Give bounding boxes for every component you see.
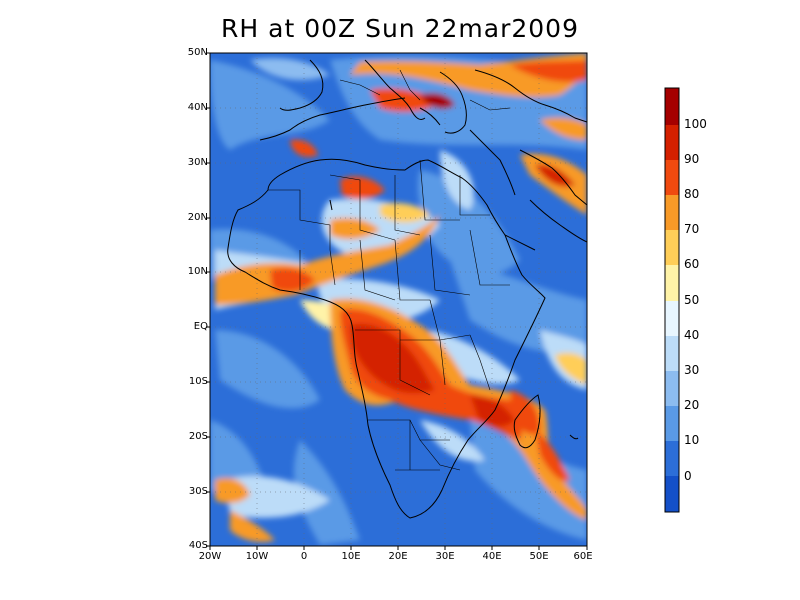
colorbar-label: 90 xyxy=(684,152,700,166)
lon-label: 50E xyxy=(529,551,549,562)
lat-label: 20S xyxy=(188,431,208,442)
colorbar-swatch xyxy=(665,406,679,441)
colorbar-label: 20 xyxy=(684,398,700,412)
colorbar-label: 60 xyxy=(684,257,700,271)
lat-label: 10N xyxy=(187,266,208,277)
colorbar-swatch xyxy=(665,265,679,301)
colorbar-swatch xyxy=(665,476,679,512)
map-title: RH at 00Z Sun 22mar2009 xyxy=(221,14,579,43)
lat-label: 20N xyxy=(187,212,208,223)
lat-label: 40N xyxy=(187,102,208,113)
lat-label: 30N xyxy=(187,157,208,168)
lon-label: 20E xyxy=(388,551,408,562)
colorbar-swatch xyxy=(665,371,679,406)
colorbar-label: 10 xyxy=(684,433,700,447)
lon-label: 10E xyxy=(341,551,361,562)
coastlines xyxy=(227,59,587,519)
colorbar-label: 0 xyxy=(684,469,692,483)
colorbar-label: 50 xyxy=(684,293,700,307)
lat-label: 10S xyxy=(188,376,208,387)
colorbar-label: 100 xyxy=(684,117,707,131)
colorbar-swatch xyxy=(665,336,679,371)
lat-label: 30S xyxy=(188,486,208,497)
grid-lines xyxy=(210,53,587,546)
colorbar-swatch xyxy=(665,441,679,476)
colorbar-swatch xyxy=(665,160,679,195)
lat-label: EQ xyxy=(193,321,208,332)
lon-label: 30E xyxy=(435,551,455,562)
colorbar-swatch xyxy=(665,88,679,125)
axis-ticks xyxy=(206,52,588,550)
colorbar-swatch xyxy=(665,230,679,265)
colorbar-swatch xyxy=(665,195,679,230)
colorbar-label: 80 xyxy=(684,187,700,201)
colorbar-label: 30 xyxy=(684,363,700,377)
colorbar-label: 40 xyxy=(684,328,700,342)
lon-label: 60E xyxy=(573,551,593,562)
colorbar-swatch xyxy=(665,301,679,336)
lon-label: 10W xyxy=(245,551,269,562)
humidity-field xyxy=(210,53,587,546)
lon-label: 20W xyxy=(198,551,222,562)
lat-label: 50N xyxy=(187,47,208,58)
country-borders xyxy=(268,69,511,471)
colorbar-swatch xyxy=(665,125,679,160)
lon-label: 0 xyxy=(300,551,308,562)
lat-label: 40S xyxy=(188,540,208,551)
colorbar xyxy=(664,87,680,513)
colorbar-label: 70 xyxy=(684,222,700,236)
lon-label: 40E xyxy=(482,551,502,562)
